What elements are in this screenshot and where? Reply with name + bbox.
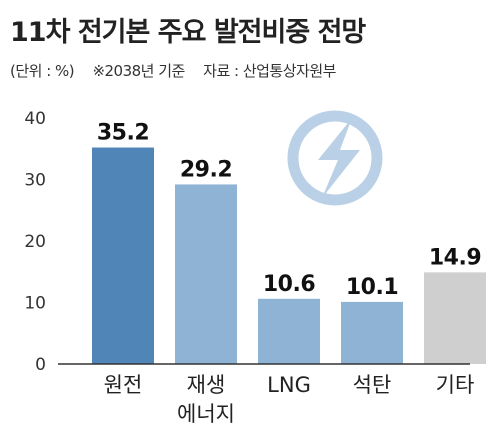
- category-label-line: 재생: [187, 373, 226, 397]
- source-label: 자료 : 산업통상자원부: [203, 62, 336, 80]
- bar: [92, 147, 154, 364]
- category-label-line: LNG: [267, 373, 311, 397]
- bar: [175, 184, 237, 364]
- category-label-line: 에너지: [177, 402, 235, 426]
- bars: [92, 147, 486, 364]
- lightning-bolt-icon: [287, 110, 383, 206]
- chart-meta: (단위 : %) ※2038년 기준 자료 : 산업통상자원부: [10, 60, 350, 81]
- unit-label: (단위 : %): [10, 62, 75, 80]
- note-label: ※2038년 기준: [92, 62, 185, 80]
- category-label-line: 원전: [104, 373, 143, 397]
- y-tick-label: 30: [24, 171, 46, 191]
- chart-title: 11차 전기본 주요 발전비중 전망: [10, 17, 366, 48]
- category-label: 원전: [104, 373, 143, 397]
- y-tick-label: 0: [35, 355, 46, 375]
- y-tick-label: 40: [24, 109, 46, 129]
- bar: [341, 301, 403, 364]
- value-label: 10.1: [346, 275, 398, 300]
- bar: [258, 298, 320, 364]
- value-label: 14.9: [429, 245, 481, 270]
- value-label: 10.6: [263, 272, 315, 297]
- bar: [424, 272, 486, 364]
- y-tick-label: 20: [24, 232, 46, 252]
- category-label-line: 기타: [436, 373, 475, 397]
- value-labels: 35.2 29.2 10.6 10.1 14.9: [97, 121, 482, 300]
- y-axis-ticks: 0 10 20 30 40: [24, 109, 46, 375]
- y-tick-label: 10: [24, 294, 46, 314]
- value-label: 29.2: [180, 157, 232, 182]
- category-label: LNG: [267, 373, 311, 397]
- value-label: 35.2: [97, 121, 149, 146]
- category-label: 기타: [436, 373, 475, 397]
- category-label-line: 석탄: [353, 373, 392, 397]
- category-label: 석탄: [353, 373, 392, 397]
